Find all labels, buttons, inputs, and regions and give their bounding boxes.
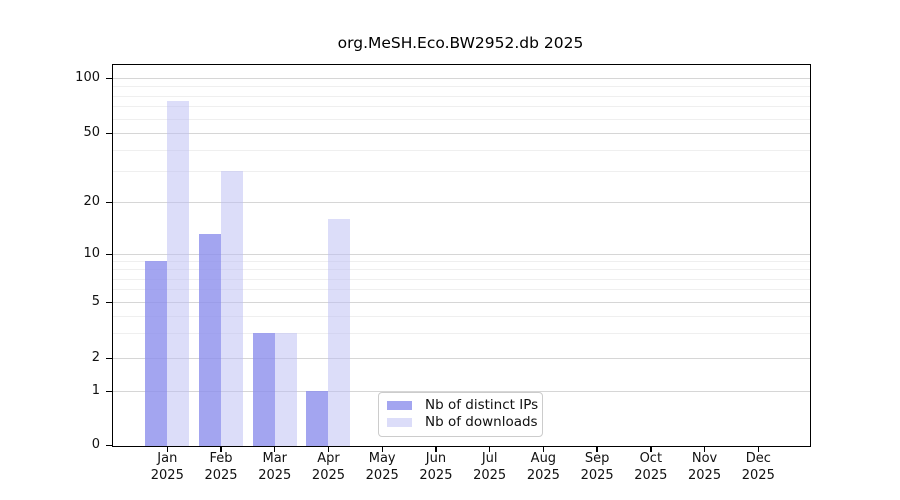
major-gridline-100 <box>113 78 810 79</box>
minor-gridline-7 <box>113 278 810 280</box>
x-tick-year: 2025 <box>311 467 346 483</box>
x-tick-month: Aug <box>530 451 557 466</box>
x-tick-month: Jun <box>425 451 447 466</box>
x-tick-sep <box>596 446 598 452</box>
x-tick-nov <box>703 446 706 452</box>
x-tick-year: 2025 <box>526 467 560 483</box>
x-tick-year: 2025 <box>473 467 507 483</box>
bar-distinct-ips-apr <box>306 391 329 446</box>
x-tick-jan <box>166 446 168 452</box>
x-tick-label-dec: Dec 2025 <box>726 451 790 484</box>
x-tick-year: 2025 <box>204 467 238 483</box>
x-tick-oct <box>650 446 652 452</box>
x-tick-label-jan: Jan 2025 <box>135 451 199 484</box>
x-tick-label-may: May 2025 <box>350 451 414 484</box>
x-tick-apr <box>327 446 330 452</box>
major-gridline-1 <box>113 391 810 392</box>
x-tick-label-sep: Sep 2025 <box>565 451 629 484</box>
legend-label-distinct-ips: Nb of distinct IPs <box>425 397 539 413</box>
y-tick-label-1: 1 <box>91 383 100 398</box>
x-tick-year: 2025 <box>365 467 399 483</box>
x-tick-year: 2025 <box>634 467 668 483</box>
minor-gridline-8 <box>113 269 810 271</box>
x-tick-label-oct: Oct 2025 <box>619 451 683 484</box>
bar-distinct-ips-feb <box>199 234 222 446</box>
x-tick-label-jul: Jul 2025 <box>458 451 522 484</box>
x-tick-month: Mar <box>262 451 288 466</box>
x-tick-year: 2025 <box>580 467 614 483</box>
y-tick-label-5: 5 <box>91 294 100 309</box>
legend-swatch-distinct-ips <box>387 401 412 410</box>
legend: Nb of distinct IPs Nb of downloads <box>378 392 543 437</box>
y-tick-10 <box>106 253 112 255</box>
x-tick-aug <box>542 446 545 452</box>
y-tick-100 <box>106 77 112 79</box>
major-gridline-20 <box>113 202 810 203</box>
minor-gridline-3 <box>113 333 810 335</box>
minor-gridline-90 <box>113 86 810 88</box>
y-tick-2 <box>106 357 112 359</box>
x-tick-year: 2025 <box>688 467 722 483</box>
x-tick-may <box>381 446 383 452</box>
minor-gridline-80 <box>113 95 810 97</box>
x-tick-dec <box>757 446 759 452</box>
y-tick-label-20: 20 <box>83 194 100 209</box>
minor-gridline-40 <box>113 149 810 151</box>
y-tick-50 <box>106 132 112 134</box>
y-tick-label-100: 100 <box>75 70 100 85</box>
x-tick-feb <box>220 446 222 452</box>
major-gridline-5 <box>113 302 810 303</box>
bar-downloads-mar <box>274 333 297 446</box>
legend-swatch-downloads <box>387 418 412 427</box>
chart-title: org.MeSH.Eco.BW2952.db 2025 <box>337 34 584 52</box>
x-tick-month: Sep <box>584 451 610 466</box>
x-tick-label-apr: Apr 2025 <box>296 451 360 484</box>
x-tick-month: May <box>368 451 396 466</box>
major-gridline-10 <box>113 254 810 255</box>
x-tick-month: Jan <box>157 451 178 466</box>
bar-distinct-ips-mar <box>252 333 275 446</box>
major-gridline-2 <box>113 358 810 359</box>
x-tick-year: 2025 <box>741 467 775 483</box>
y-tick-5 <box>106 301 112 303</box>
x-tick-mar <box>274 446 276 452</box>
x-tick-label-jun: Jun 2025 <box>404 451 468 484</box>
y-tick-label-50: 50 <box>83 125 100 140</box>
minor-gridline-6 <box>113 289 810 291</box>
y-tick-0 <box>106 444 112 446</box>
x-tick-month: Feb <box>209 451 233 466</box>
x-tick-jun <box>435 446 437 452</box>
x-tick-label-aug: Aug 2025 <box>511 451 575 484</box>
x-tick-label-mar: Mar 2025 <box>243 451 307 484</box>
minor-gridline-70 <box>113 106 810 108</box>
x-tick-year: 2025 <box>419 467 453 483</box>
minor-gridline-60 <box>113 118 810 120</box>
plot-area <box>112 64 811 447</box>
y-tick-1 <box>106 390 112 392</box>
x-tick-label-nov: Nov 2025 <box>673 451 737 484</box>
x-tick-label-feb: Feb 2025 <box>189 451 253 484</box>
x-tick-month: Dec <box>745 451 771 466</box>
y-tick-label-2: 2 <box>91 350 100 365</box>
bar-distinct-ips-jan <box>145 261 168 446</box>
x-tick-jul <box>488 446 491 452</box>
y-tick-label-10: 10 <box>83 246 100 261</box>
x-tick-month: Nov <box>691 451 718 466</box>
major-gridline-50 <box>113 133 810 134</box>
y-tick-20 <box>106 201 112 203</box>
x-tick-month: Jul <box>481 451 498 466</box>
minor-gridline-4 <box>113 315 810 317</box>
minor-gridline-30 <box>113 171 810 173</box>
y-tick-label-0: 0 <box>91 437 100 452</box>
x-tick-month: Oct <box>639 451 663 466</box>
minor-gridline-9 <box>113 261 810 263</box>
bar-downloads-apr <box>328 218 351 446</box>
bar-downloads-feb <box>221 171 244 446</box>
legend-label-downloads: Nb of downloads <box>425 414 538 430</box>
x-tick-year: 2025 <box>258 467 292 483</box>
x-tick-month: Apr <box>317 451 340 466</box>
bar-downloads-jan <box>167 100 190 446</box>
x-tick-year: 2025 <box>150 467 184 483</box>
